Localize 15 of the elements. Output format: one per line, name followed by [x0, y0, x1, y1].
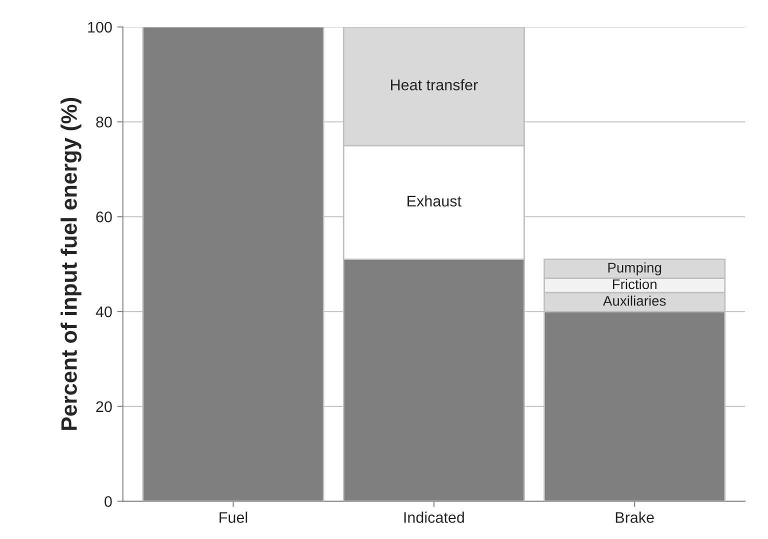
series-label: Auxiliaries — [602, 296, 666, 306]
series-label: Pumping — [608, 262, 662, 276]
x-tick-label: Indicated — [404, 512, 464, 523]
y-axis-title: Percent of input fuel energy (%) — [60, 98, 82, 430]
series-label: Friction — [612, 278, 656, 290]
x-tick-label: Fuel — [220, 512, 248, 523]
series-label: Exhaust — [408, 195, 462, 207]
y-tick-label: 100 — [88, 22, 112, 33]
y-tick-label: 40 — [96, 306, 112, 318]
y-tick-label: 60 — [96, 212, 112, 222]
y-tick-label: 20 — [96, 401, 112, 412]
y-tick-label: 80 — [96, 116, 112, 128]
y-tick-label: 0 — [104, 496, 112, 507]
series-label: Heat transfer — [391, 79, 478, 90]
x-tick-label: Brake — [616, 512, 654, 523]
